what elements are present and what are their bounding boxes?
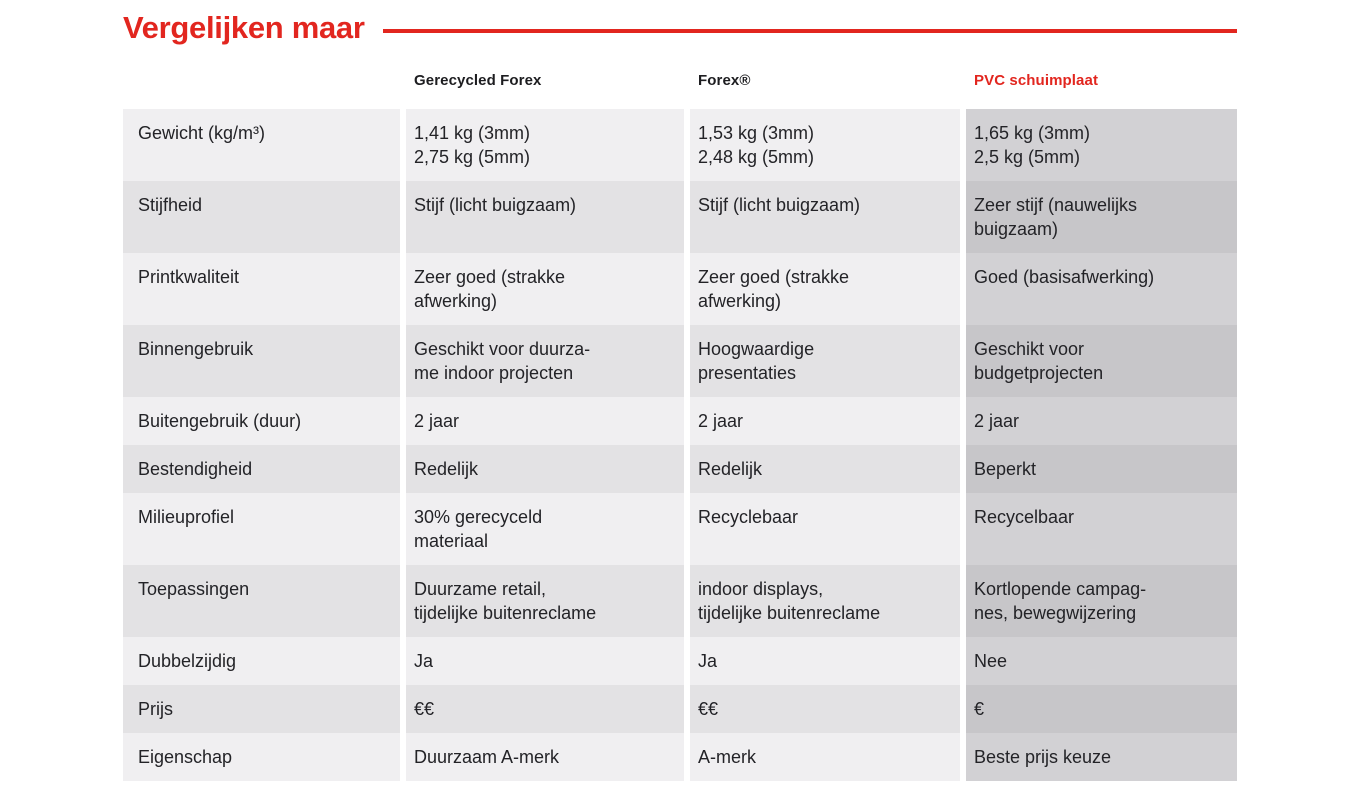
page-title: Vergelijken maar (123, 10, 365, 45)
cell: Stijf (licht buigzaam) (406, 181, 684, 253)
title-rule (382, 29, 1237, 33)
cell: Duurzame retail, tijdelijke buitenreclam… (406, 565, 684, 637)
comparison-page: Vergelijken maar Gerecycled Forex Forex® P… (123, 10, 1237, 781)
table-row: Milieuprofiel 30% gerecyceld materiaal Rec… (123, 493, 1237, 565)
cell: Ja (406, 637, 684, 685)
table-row: Printkwaliteit Zeer goed (strakke afwerki… (123, 253, 1237, 325)
cell: Geschikt voor duurza- me indoor projecte… (406, 325, 684, 397)
table-row: Bestendigheid Redelijk Redelijk Beperkt (123, 445, 1237, 493)
cell: Zeer goed (strakke afwerking) (690, 253, 960, 325)
cell: Geschikt voor budgetprojecten (966, 325, 1237, 397)
comparison-table-body: Gewicht (kg/m³) 1,41 kg (3mm) 2,75 kg (5m… (123, 109, 1237, 781)
table-row: Eigenschap Duurzaam A-merk A-merk Beste pri… (123, 733, 1237, 781)
column-header: PVC schuimplaat (974, 72, 1099, 89)
row-label: Binnengebruik (123, 325, 400, 397)
cell: Redelijk (690, 445, 960, 493)
row-label: Bestendigheid (123, 445, 400, 493)
table-row: Prijs €€ €€ € (123, 685, 1237, 733)
cell: 2 jaar (966, 397, 1237, 445)
table-row: Stijfheid Stijf (licht buigzaam) Stijf (li… (123, 181, 1237, 253)
row-label-header (123, 72, 400, 89)
row-label: Dubbelzijdig (123, 637, 400, 685)
table-row: Dubbelzijdig Ja Ja Nee (123, 637, 1237, 685)
cell: Beste prijs keuze (966, 733, 1237, 781)
column-header: Forex® (698, 72, 751, 89)
cell: Zeer stijf (nauwelijks buigzaam) (966, 181, 1237, 253)
cell: Recycelbaar (966, 493, 1237, 565)
cell: € (966, 685, 1237, 733)
column-header: Gerecycled Forex (414, 72, 542, 89)
cell: Beperkt (966, 445, 1237, 493)
row-label: Prijs (123, 685, 400, 733)
row-label: Toepassingen (123, 565, 400, 637)
row-label: Buitengebruik (duur) (123, 397, 400, 445)
cell: A-merk (690, 733, 960, 781)
cell: Recyclebaar (690, 493, 960, 565)
cell: 1,65 kg (3mm) 2,5 kg (5mm) (966, 109, 1237, 181)
table-row: Gewicht (kg/m³) 1,41 kg (3mm) 2,75 kg (5m… (123, 109, 1237, 181)
cell: Goed (basisafwerking) (966, 253, 1237, 325)
cell: Zeer goed (strakke afwerking) (406, 253, 684, 325)
row-label: Gewicht (kg/m³) (123, 109, 400, 181)
cell: indoor displays, tijdelijke buitenreclam… (690, 565, 960, 637)
column-headers: Gerecycled Forex Forex® PVC schuimplaat (123, 72, 1237, 89)
cell: Nee (966, 637, 1237, 685)
cell: 1,53 kg (3mm) 2,48 kg (5mm) (690, 109, 960, 181)
table-row: Toepassingen Duurzame retail, tijdelijke … (123, 565, 1237, 637)
row-label: Milieuprofiel (123, 493, 400, 565)
cell: 30% gerecyceld materiaal (406, 493, 684, 565)
cell: €€ (690, 685, 960, 733)
table-row: Binnengebruik Geschikt voor duurza- me in… (123, 325, 1237, 397)
table-row: Buitengebruik (duur) 2 jaar 2 jaar 2 jaar (123, 397, 1237, 445)
cell: 2 jaar (406, 397, 684, 445)
cell: Kortlopende campag- nes, bewegwijzering (966, 565, 1237, 637)
row-label: Printkwaliteit (123, 253, 400, 325)
cell: €€ (406, 685, 684, 733)
title-row: Vergelijken maar (123, 10, 1237, 46)
cell: Ja (690, 637, 960, 685)
row-label: Eigenschap (123, 733, 400, 781)
cell: 2 jaar (690, 397, 960, 445)
cell: Stijf (licht buigzaam) (690, 181, 960, 253)
cell: Redelijk (406, 445, 684, 493)
cell: Duurzaam A-merk (406, 733, 684, 781)
row-label: Stijfheid (123, 181, 400, 253)
cell: 1,41 kg (3mm) 2,75 kg (5mm) (406, 109, 684, 181)
cell: Hoogwaardige presentaties (690, 325, 960, 397)
